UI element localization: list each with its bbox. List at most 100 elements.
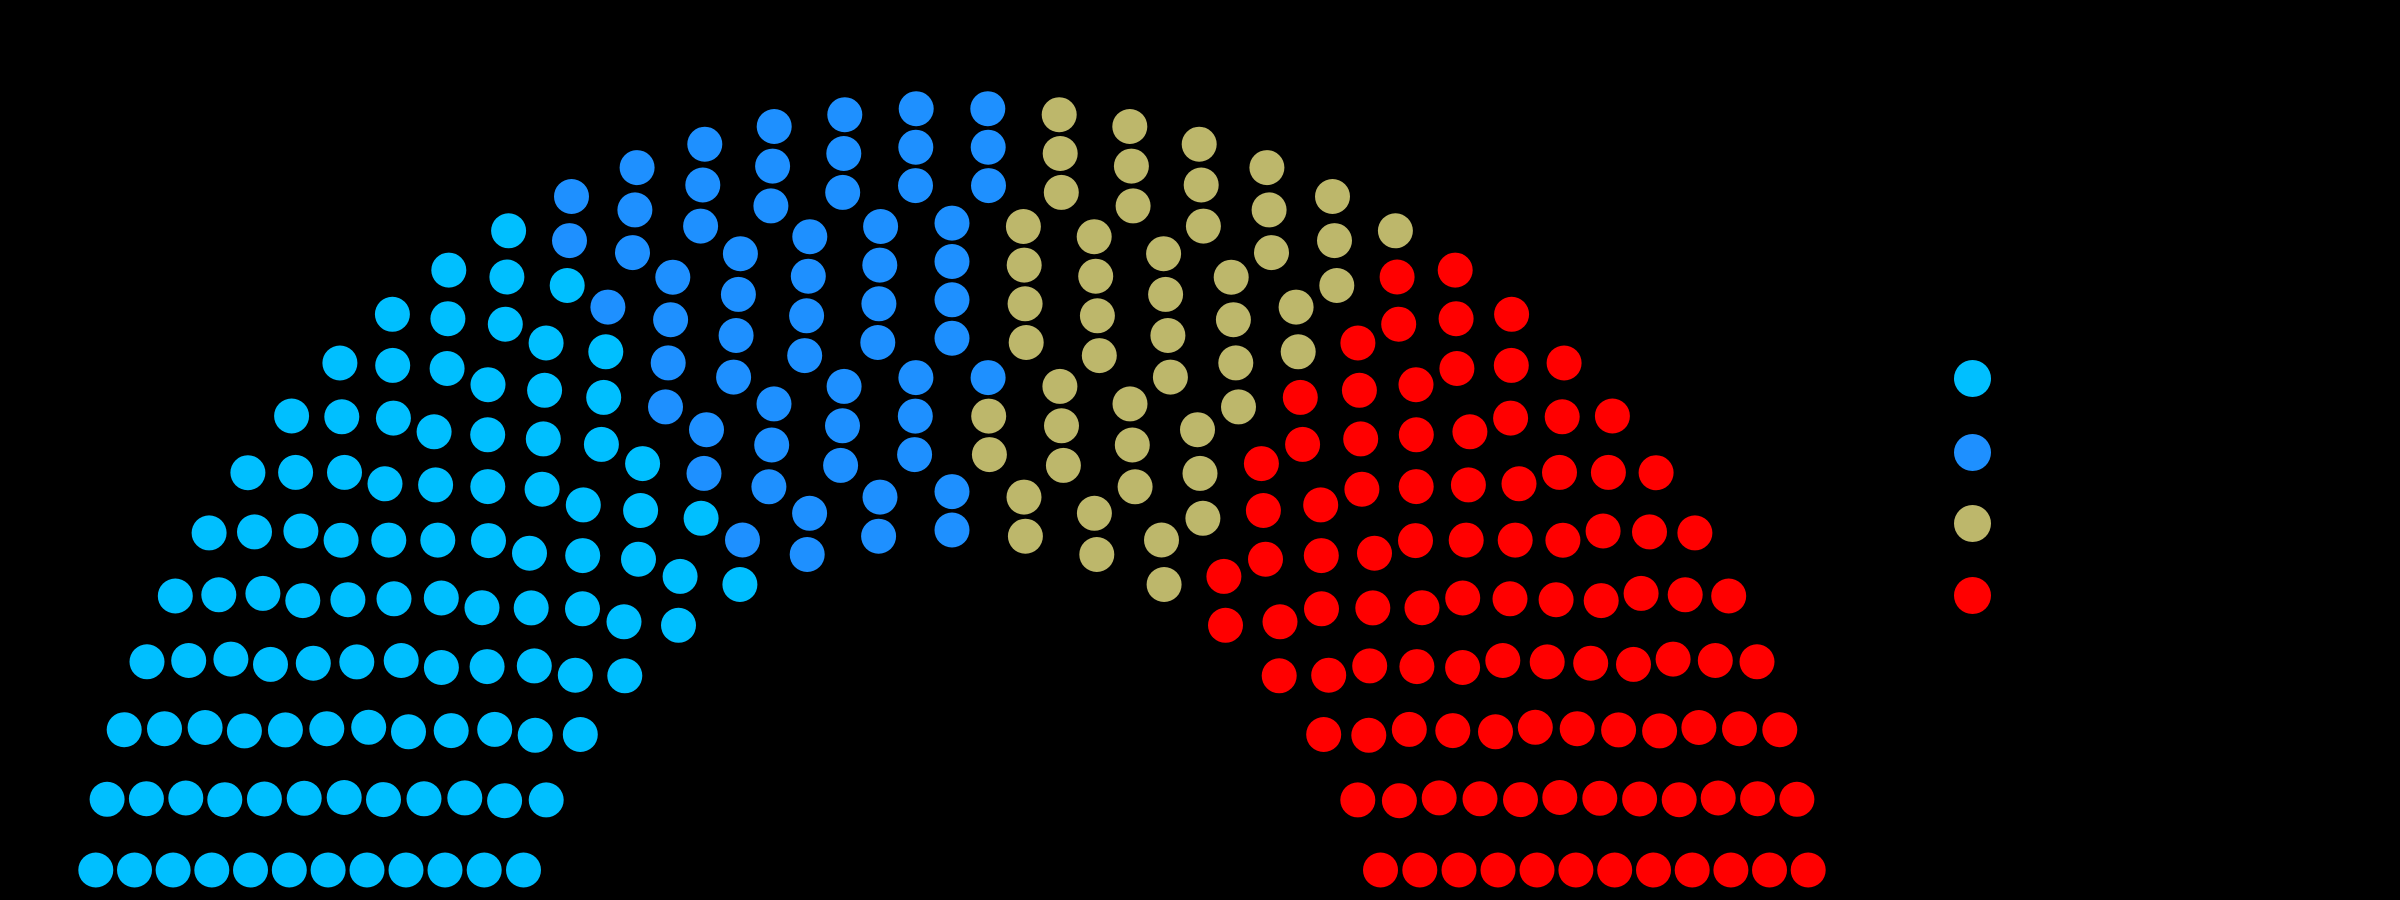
seat-dot <box>1452 414 1488 450</box>
seat-dot <box>1739 644 1775 680</box>
seat-dot <box>1044 408 1079 444</box>
seat-dot <box>971 398 1007 434</box>
seat-dot <box>330 582 366 618</box>
seat-dot <box>1582 780 1618 816</box>
seat-dot <box>1391 711 1427 747</box>
seat-dot <box>970 129 1006 165</box>
seat-dot <box>1492 581 1528 617</box>
seat-dot <box>1005 209 1041 244</box>
seat-dot <box>375 400 411 436</box>
seat-dot <box>1779 781 1815 817</box>
seat-dot <box>1317 223 1352 259</box>
seat-dot <box>1478 714 1513 750</box>
seat-dot <box>1218 345 1254 381</box>
seat-dot <box>718 318 754 353</box>
seat-dot <box>323 522 359 558</box>
seat-dot <box>1303 538 1339 574</box>
seat-dot <box>1462 781 1498 817</box>
seat-dot <box>621 541 656 577</box>
seat-dot <box>1146 236 1182 272</box>
seat-dot <box>1340 782 1376 818</box>
seat-dot <box>1677 515 1713 551</box>
seat-dot <box>1363 852 1398 888</box>
seat-dot <box>722 236 758 272</box>
seat-dot <box>1042 136 1078 171</box>
seat-dot <box>1041 97 1077 133</box>
seat-dot <box>554 179 589 214</box>
seat-dot <box>648 389 683 425</box>
seat-dot <box>327 454 362 490</box>
seat-dot <box>607 658 643 694</box>
seat-dot <box>1148 276 1184 312</box>
seat-dot <box>1480 852 1516 888</box>
seat-dot <box>1251 192 1287 228</box>
seat-dot <box>590 289 626 325</box>
seat-dot <box>487 783 523 819</box>
seat-dot <box>1185 500 1221 536</box>
seat-dot <box>1208 607 1243 643</box>
seat-dot <box>117 852 152 888</box>
seat-dot <box>171 643 207 678</box>
seat-dot <box>416 414 452 450</box>
seat-dot <box>1697 643 1733 678</box>
seat-dot <box>1559 711 1595 747</box>
seat-dot <box>1278 289 1314 325</box>
seat-dot <box>491 213 527 249</box>
seat-dot <box>1280 334 1316 370</box>
seat-dot <box>512 535 547 571</box>
seat-dot <box>324 399 360 435</box>
seat-dot <box>1421 780 1457 816</box>
seat-dot <box>1341 372 1377 408</box>
seat-dot <box>1185 208 1221 244</box>
seat-dot <box>557 657 593 693</box>
seat-dot <box>489 259 525 295</box>
seat-dot <box>1494 296 1530 332</box>
seat-dot <box>1215 302 1251 338</box>
seat-dot <box>825 174 861 210</box>
seat-dot <box>201 577 237 613</box>
seat-dot <box>1638 455 1674 491</box>
seat-dot <box>246 781 282 817</box>
seat-dot <box>295 645 331 681</box>
seat-dot <box>826 368 862 404</box>
seat-dot <box>283 513 319 549</box>
seat-dot <box>934 244 970 279</box>
seat-dot <box>790 258 826 294</box>
seat-dot <box>971 437 1007 473</box>
seat-dot <box>1112 386 1148 422</box>
seat-dot <box>128 781 164 817</box>
seat-dot <box>187 710 223 745</box>
seat-dot <box>662 558 698 594</box>
seat-dot <box>1243 446 1279 482</box>
seat-dot <box>310 852 346 888</box>
seat-dot <box>1542 454 1577 490</box>
seat-dot <box>1438 301 1474 337</box>
seat-dot <box>1399 649 1435 685</box>
seat-dot <box>562 717 598 752</box>
seat-dot <box>792 495 828 531</box>
seat-dot <box>427 852 463 888</box>
seat-dot <box>686 455 722 491</box>
seat-dot <box>168 780 204 816</box>
seat-dot <box>351 709 387 745</box>
seat-dot <box>466 852 502 888</box>
seat-dot <box>1573 645 1609 681</box>
seat-dot <box>722 567 758 602</box>
seat-dot <box>1206 558 1242 594</box>
seat-dot <box>371 522 407 558</box>
seat-dot <box>527 372 563 408</box>
seat-dot <box>233 852 268 888</box>
seat-dot <box>826 136 862 171</box>
seat-dot <box>1340 325 1376 361</box>
seat-dot <box>552 223 587 259</box>
seat-dot <box>1402 852 1438 888</box>
seat-dot <box>1398 469 1434 505</box>
seat-dot <box>1117 469 1153 505</box>
seat-dot <box>1642 713 1678 749</box>
seat-dot <box>1381 306 1417 342</box>
seat-dot <box>230 455 266 491</box>
seat-dot <box>971 168 1006 204</box>
seat-dot <box>1377 213 1413 249</box>
seat-dot <box>720 276 756 312</box>
seat-dot <box>1661 782 1697 818</box>
